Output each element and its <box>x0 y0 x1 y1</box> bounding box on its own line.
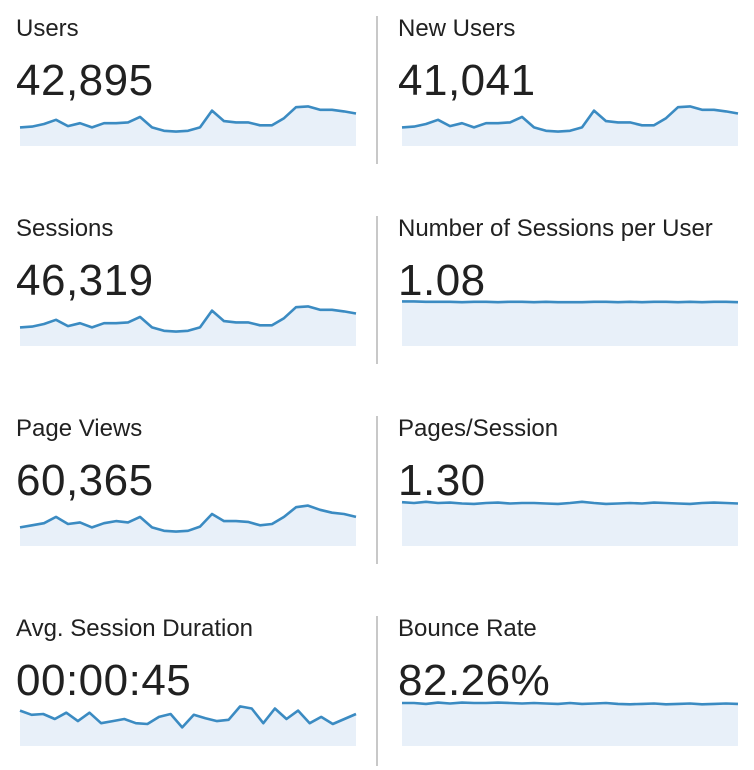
metric-value: 1.30 <box>398 456 486 505</box>
sparkline-area <box>20 106 356 146</box>
sparkline-chart <box>19 305 357 346</box>
sparkline-area <box>20 306 356 346</box>
metric-pages-per-session: Pages/Session 1.30 <box>398 400 739 550</box>
sparkline-chart <box>402 701 739 746</box>
metric-sessions-per-user: Number of Sessions per User 1.08 <box>398 200 739 350</box>
metric-label: Number of Sessions per User <box>398 215 713 242</box>
sparkline-line <box>402 701 739 706</box>
metric-label: Sessions <box>16 215 114 242</box>
sparkline-area <box>402 702 738 746</box>
sparkline-line <box>19 504 357 533</box>
sparkline-area <box>402 301 738 346</box>
metric-value: 41,041 <box>398 56 536 105</box>
sparkline-area <box>20 706 356 746</box>
metric-page-views: Page Views 60,365 <box>16 400 357 550</box>
sparkline-area <box>402 106 738 146</box>
metric-label: Bounce Rate <box>398 615 537 642</box>
metric-value: 1.08 <box>398 256 486 305</box>
metric-label: Page Views <box>16 415 143 442</box>
metric-sessions: Sessions 46,319 <box>16 200 357 350</box>
metric-value: 60,365 <box>16 456 154 505</box>
column-divider <box>376 216 378 364</box>
column-divider <box>376 616 378 766</box>
metric-label: Pages/Session <box>398 415 559 442</box>
metric-value: 82.26% <box>398 656 551 705</box>
metric-value: 42,895 <box>16 56 154 105</box>
metric-value: 46,319 <box>16 256 154 305</box>
sparkline-line <box>401 500 739 506</box>
sparkline-chart <box>19 504 357 546</box>
metric-avg-session-duration: Avg. Session Duration 00:00:45 <box>16 600 357 750</box>
metric-users: Users 42,895 <box>16 0 357 150</box>
sparkline-area <box>20 505 356 546</box>
sparkline-area <box>402 501 738 546</box>
column-divider <box>376 16 378 164</box>
sparkline-chart <box>401 500 739 546</box>
sparkline-line <box>19 105 357 133</box>
metric-label: Users <box>16 15 79 42</box>
metric-bounce-rate: Bounce Rate 82.26% <box>398 600 739 750</box>
sparkline-line <box>19 305 357 333</box>
column-divider <box>376 416 378 564</box>
sparkline-chart <box>402 300 739 346</box>
sparkline-chart <box>19 705 357 746</box>
sparkline-line <box>401 105 739 133</box>
metric-value: 00:00:45 <box>16 656 192 705</box>
metric-label: New Users <box>398 15 516 42</box>
sparkline-line <box>402 300 739 304</box>
metric-new-users: New Users 41,041 <box>398 0 739 150</box>
sparkline-line <box>19 705 357 729</box>
sparkline-chart <box>401 105 739 146</box>
sparkline-chart <box>19 105 357 146</box>
metric-label: Avg. Session Duration <box>16 615 254 642</box>
